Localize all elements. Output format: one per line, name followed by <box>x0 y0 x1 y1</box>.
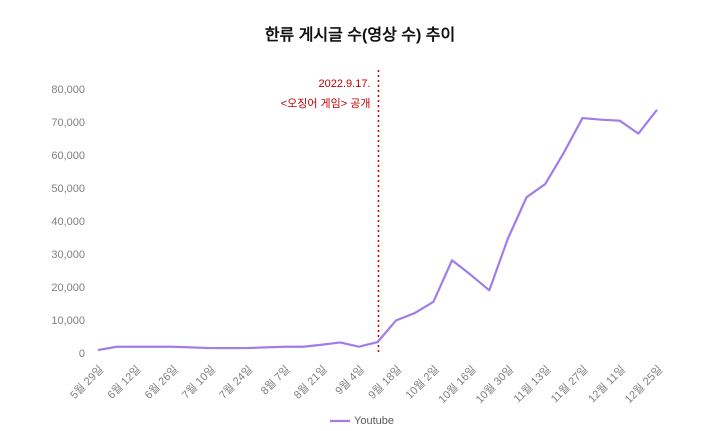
x-tick-label: 7월 10일 <box>179 362 218 401</box>
x-tick-label: 11월 13일 <box>510 362 553 405</box>
y-tick-label: 10,000 <box>51 315 85 327</box>
y-tick-label: 70,000 <box>51 117 85 129</box>
y-tick-label: 60,000 <box>51 150 85 162</box>
x-tick-label: 10월 16일 <box>435 362 479 406</box>
annotation: <오징어 게임> 공개 <box>281 97 371 110</box>
x-tick-label: 12월 11일 <box>585 362 628 405</box>
x-tick-label: 12월 25일 <box>621 362 665 406</box>
x-tick-label: 10월 30일 <box>472 362 516 406</box>
x-tick-label: 10월 2일 <box>402 362 441 401</box>
x-tick-label: 6월 12일 <box>104 362 143 401</box>
x-tick-label: 5월 29일 <box>67 362 106 401</box>
legend-label: Youtube <box>354 415 394 427</box>
x-tick-label: 9월 4일 <box>332 362 367 397</box>
annotation: 2022.9.17. <box>319 78 371 90</box>
x-tick-label: 8월 21일 <box>290 362 329 401</box>
x-tick-label: 11월 27일 <box>548 362 591 405</box>
chart-title: 한류 게시글 수(영상 수) 추이 <box>265 25 455 44</box>
y-tick-label: 40,000 <box>51 216 85 228</box>
x-tick-label: 6월 26일 <box>141 362 180 401</box>
y-tick-label: 30,000 <box>51 249 85 261</box>
y-tick-label: 80,000 <box>51 84 85 96</box>
y-tick-label: 50,000 <box>51 183 85 195</box>
data-line <box>97 109 658 352</box>
y-tick-label: 0 <box>79 348 85 360</box>
x-tick-label: 7월 24일 <box>216 362 255 401</box>
x-tick-label: 9월 18일 <box>365 362 404 401</box>
y-tick-label: 20,000 <box>51 282 85 294</box>
x-tick-label: 8월 7일 <box>257 362 292 397</box>
